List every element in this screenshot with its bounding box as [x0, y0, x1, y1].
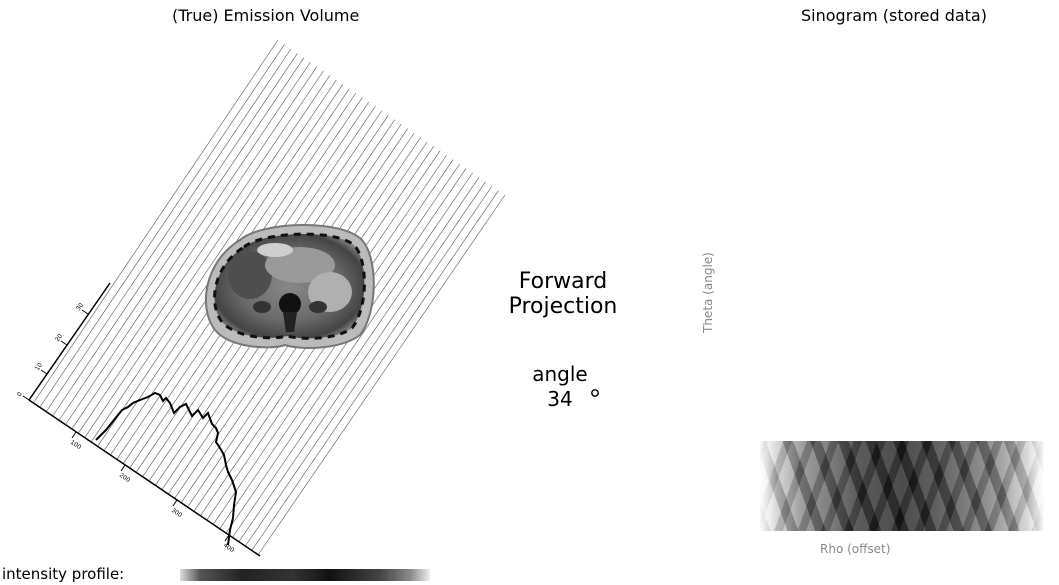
- bottom-axis-tick-label: 300: [170, 507, 184, 519]
- projection-ray: [33, 39, 279, 403]
- bottom-axis-tick: [71, 431, 77, 439]
- intensity-profile-strip: [180, 569, 430, 581]
- left-axis-tick-label: 0: [16, 391, 24, 398]
- left-axis-tick-label: 30: [75, 302, 85, 312]
- projection-ray: [40, 44, 285, 407]
- projection-ray: [257, 194, 506, 556]
- projection-ray: [232, 177, 480, 538]
- degree-circle-icon: [591, 389, 599, 397]
- sinogram-title: Sinogram (stored data): [801, 6, 987, 25]
- intensity-profile-curve: [95, 391, 238, 546]
- angle-readout: angle 34: [520, 362, 600, 412]
- angle-label: angle: [532, 362, 588, 386]
- bottom-axis-tick-label: 100: [69, 439, 83, 451]
- forward-projection-label: Forward Projection: [500, 269, 626, 319]
- projection-ray: [52, 53, 298, 416]
- projection-label: Projection: [508, 294, 618, 319]
- intensity-profile-label: intensity profile:: [2, 565, 125, 583]
- projection-ray: [59, 57, 305, 420]
- left-axis-tick: [60, 340, 68, 346]
- left-axis-tick-label: 10: [34, 362, 44, 372]
- left-axis-tick-label: 20: [54, 333, 64, 343]
- projection-ray: [219, 168, 467, 529]
- sinogram-image: [760, 441, 1044, 531]
- profile-axes: [28, 282, 261, 557]
- ct-slice-image: [204, 224, 375, 349]
- projection-ray: [244, 185, 493, 547]
- emission-volume-title: (True) Emission Volume: [172, 6, 360, 25]
- projection-ray: [78, 70, 324, 433]
- projection-ray: [91, 79, 337, 442]
- bottom-axis-tick: [120, 464, 126, 472]
- rho-axis-label: Rho (offset): [820, 542, 891, 556]
- projection-ray: [225, 172, 473, 534]
- bottom-axis-tick: [172, 499, 178, 507]
- projection-ray: [65, 61, 311, 425]
- projection-ray: [46, 48, 292, 411]
- left-axis-tick: [81, 309, 89, 315]
- bottom-axis-tick-label: 200: [118, 472, 132, 484]
- left-axis-tick: [22, 395, 30, 401]
- projection-ray: [84, 75, 331, 438]
- projection-ray: [238, 181, 486, 543]
- projection-ray: [72, 66, 318, 429]
- left-axis-tick: [40, 369, 48, 375]
- theta-axis-label: Theta (angle): [701, 252, 715, 333]
- forward-label: Forward: [518, 269, 608, 294]
- projection-ray: [251, 190, 499, 551]
- angle-value: 34: [547, 387, 573, 411]
